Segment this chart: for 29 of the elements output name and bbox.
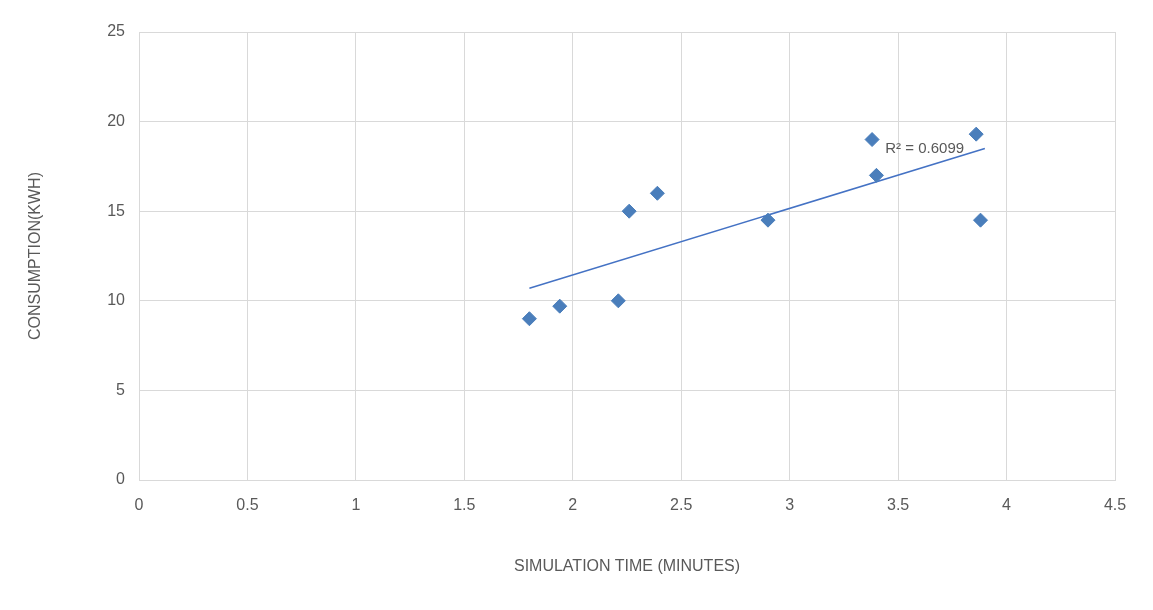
x-tick-label: 3: [785, 496, 795, 514]
x-tick-label: 2.5: [670, 496, 693, 514]
x-tick-label: 2: [568, 496, 578, 514]
point: [649, 185, 665, 201]
x-tick-label: 3.5: [886, 496, 910, 514]
y-tick-label: 20: [107, 112, 126, 130]
x-tick-label: 4.5: [1103, 496, 1127, 514]
y-tick-label: 0: [116, 470, 126, 488]
y-tick-label: 15: [107, 201, 126, 219]
point: [868, 167, 884, 183]
point: [552, 298, 568, 314]
y-tick-label: 5: [116, 380, 126, 398]
y-axis-title: CONSUMPTION(KWH): [26, 172, 44, 340]
point: [864, 132, 880, 148]
point: [521, 311, 537, 327]
point: [973, 212, 989, 228]
x-tick-label: 1.5: [453, 496, 476, 514]
point: [760, 212, 776, 228]
point: [610, 293, 626, 309]
x-axis-title: SIMULATION TIME (MINUTES): [513, 556, 741, 574]
annotation: R² = 0.6099: [885, 138, 965, 156]
x-tick-label: 4: [1002, 496, 1012, 514]
point: [621, 203, 637, 219]
point: [968, 126, 984, 142]
x-tick-label: 0: [134, 496, 144, 514]
y-tick-label: 25: [107, 22, 126, 40]
y-tick-label: 10: [107, 291, 126, 309]
x-tick-label: 1: [351, 496, 361, 514]
x-tick-label: 0.5: [236, 496, 259, 514]
